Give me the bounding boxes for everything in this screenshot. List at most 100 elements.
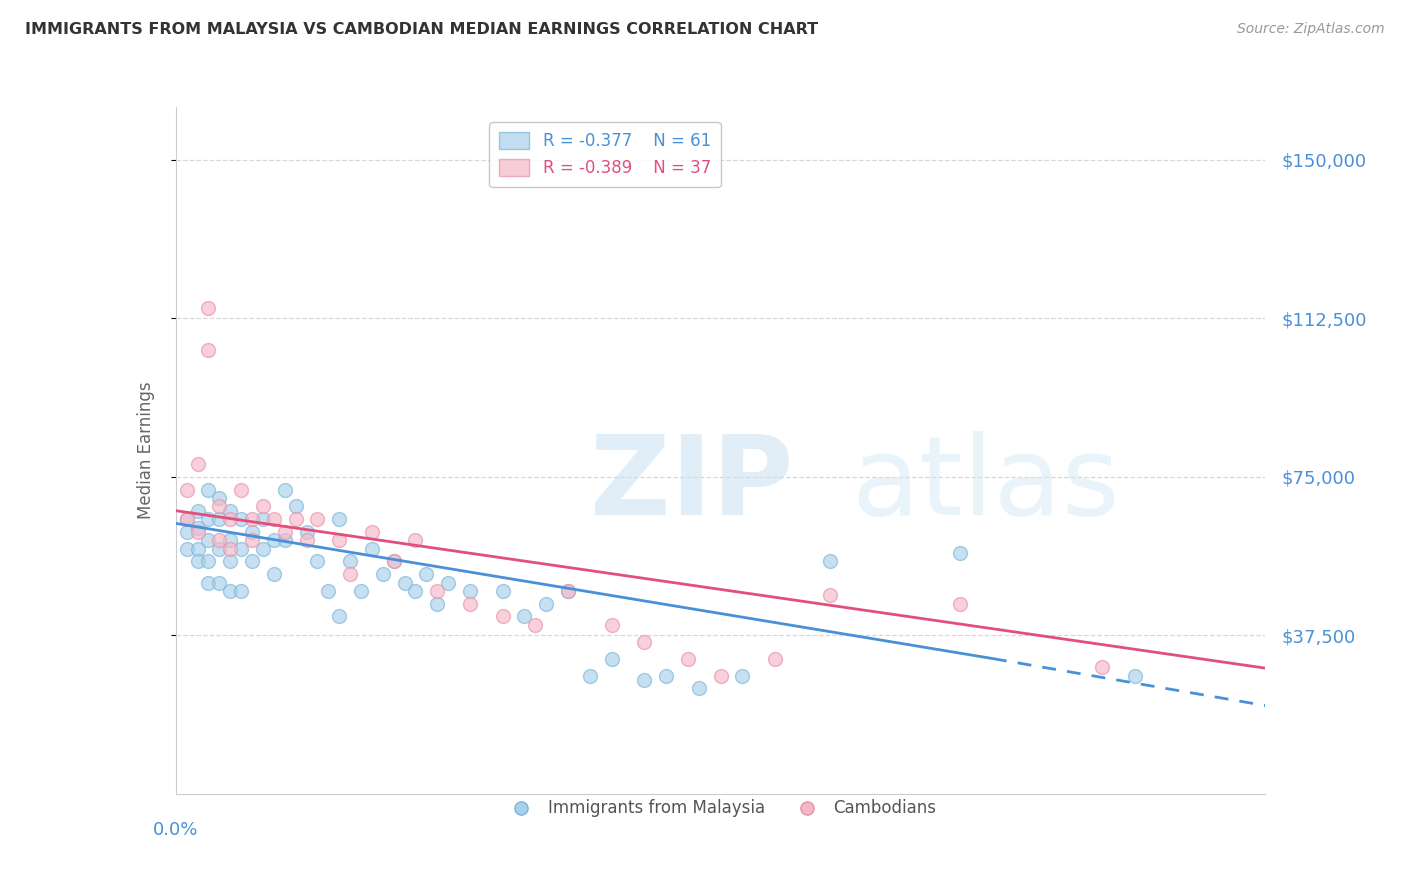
Text: ZIP: ZIP	[591, 432, 793, 538]
Point	[405, 533, 427, 548]
Point	[600, 651, 623, 665]
Point	[339, 567, 361, 582]
Point	[263, 512, 285, 526]
Point	[382, 554, 405, 568]
Point	[197, 512, 219, 526]
Point	[284, 500, 307, 514]
Point	[350, 584, 373, 599]
Point	[1091, 660, 1114, 674]
Point	[186, 554, 209, 568]
Point	[186, 504, 209, 518]
Text: Source: ZipAtlas.com: Source: ZipAtlas.com	[1237, 22, 1385, 37]
Point	[219, 512, 242, 526]
Point	[307, 554, 329, 568]
Point	[208, 541, 231, 556]
Point	[274, 483, 297, 497]
Point	[208, 512, 231, 526]
Point	[382, 554, 405, 568]
Point	[426, 584, 449, 599]
Point	[252, 512, 274, 526]
Point	[295, 524, 318, 539]
Point	[186, 457, 209, 471]
Point	[176, 524, 198, 539]
Point	[492, 609, 515, 624]
Text: 0.0%: 0.0%	[153, 822, 198, 839]
Point	[197, 554, 219, 568]
Point	[513, 609, 536, 624]
Point	[557, 584, 579, 599]
Point	[655, 668, 678, 682]
Point	[818, 588, 841, 602]
Point	[219, 533, 242, 548]
Point	[219, 504, 242, 518]
Point	[240, 524, 263, 539]
Point	[197, 483, 219, 497]
Point	[710, 668, 733, 682]
Point	[1123, 668, 1146, 682]
Point	[818, 554, 841, 568]
Legend: Immigrants from Malaysia, Cambodians: Immigrants from Malaysia, Cambodians	[498, 792, 943, 823]
Point	[307, 512, 329, 526]
Point	[208, 575, 231, 590]
Point	[231, 483, 253, 497]
Point	[252, 500, 274, 514]
Point	[676, 651, 699, 665]
Point	[600, 617, 623, 632]
Point	[208, 500, 231, 514]
Point	[492, 584, 515, 599]
Point	[186, 524, 209, 539]
Point	[524, 617, 547, 632]
Point	[176, 483, 198, 497]
Point	[295, 533, 318, 548]
Point	[176, 512, 198, 526]
Point	[458, 597, 481, 611]
Point	[328, 609, 350, 624]
Point	[415, 567, 437, 582]
Point	[274, 524, 297, 539]
Point	[263, 533, 285, 548]
Point	[231, 584, 253, 599]
Point	[240, 533, 263, 548]
Point	[633, 673, 655, 687]
Point	[219, 541, 242, 556]
Point	[208, 491, 231, 505]
Point	[274, 533, 297, 548]
Point	[197, 575, 219, 590]
Point	[186, 541, 209, 556]
Point	[318, 584, 340, 599]
Point	[197, 533, 219, 548]
Point	[458, 584, 481, 599]
Point	[688, 681, 710, 696]
Point	[231, 512, 253, 526]
Point	[949, 546, 972, 560]
Point	[360, 524, 382, 539]
Point	[731, 668, 754, 682]
Point	[252, 541, 274, 556]
Point	[208, 533, 231, 548]
Point	[328, 533, 350, 548]
Point	[263, 567, 285, 582]
Point	[426, 597, 449, 611]
Point	[176, 512, 198, 526]
Point	[763, 651, 786, 665]
Point	[339, 554, 361, 568]
Point	[186, 520, 209, 534]
Point	[534, 597, 557, 611]
Point	[176, 541, 198, 556]
Point	[405, 584, 427, 599]
Point	[231, 541, 253, 556]
Point	[633, 634, 655, 648]
Text: IMMIGRANTS FROM MALAYSIA VS CAMBODIAN MEDIAN EARNINGS CORRELATION CHART: IMMIGRANTS FROM MALAYSIA VS CAMBODIAN ME…	[25, 22, 818, 37]
Point	[579, 668, 602, 682]
Point	[371, 567, 394, 582]
Point	[219, 584, 242, 599]
Text: atlas: atlas	[852, 432, 1119, 538]
Point	[240, 554, 263, 568]
Point	[360, 541, 382, 556]
Point	[328, 512, 350, 526]
Point	[284, 512, 307, 526]
Point	[197, 343, 219, 357]
Point	[949, 597, 972, 611]
Point	[437, 575, 460, 590]
Point	[219, 554, 242, 568]
